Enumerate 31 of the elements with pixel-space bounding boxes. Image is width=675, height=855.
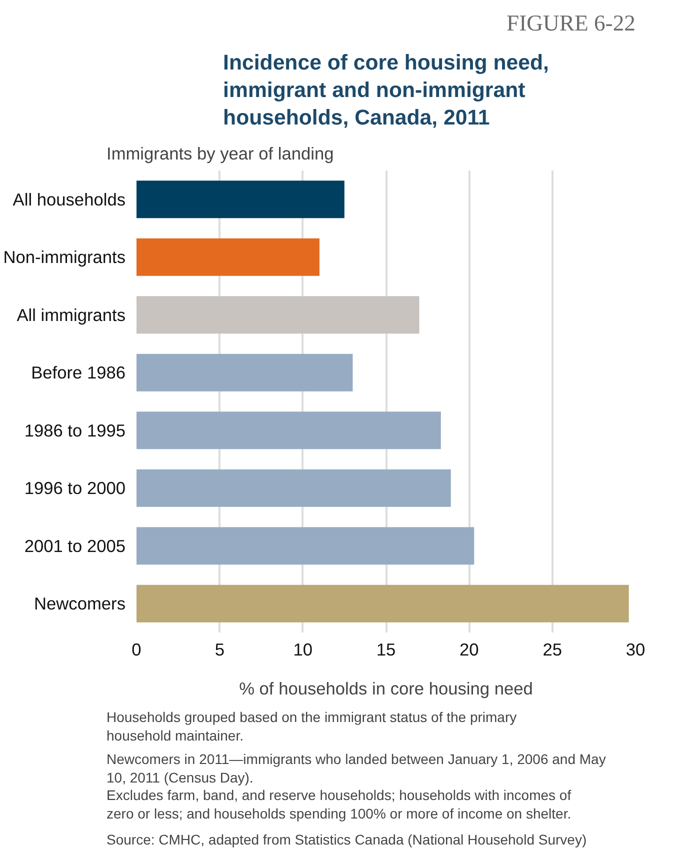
y-tick-label: 2001 to 2005 — [24, 536, 126, 556]
bar — [136, 584, 629, 622]
y-tick-label: 1996 to 2000 — [24, 478, 126, 498]
x-tick-label: 20 — [460, 640, 479, 660]
x-tick-label: 25 — [542, 640, 562, 660]
source-note: Source: CMHC, adapted from Statistics Canada (National Household Survey) — [106, 832, 587, 848]
text: Excludes farm, band, and reserve households; households with incomes of zero or less; and households spending 100% or more of income on shelter. — [106, 787, 572, 822]
y-tick-label: Newcomers — [34, 594, 126, 614]
x-tick-label: 30 — [626, 640, 646, 660]
x-axis-title: % of households in core housing need — [239, 678, 533, 698]
y-tick-label: All households — [12, 189, 126, 210]
y-axis-title: Immigrants by year of landing — [106, 144, 334, 164]
y-tick-label: Before 1986 — [31, 362, 126, 383]
x-tick-label: 5 — [214, 640, 224, 660]
bar — [136, 354, 353, 392]
bar — [136, 296, 420, 334]
text: Newcomers in 2011—immigrants who landed between January 1, 2006 and May 10, 2011 (Census Day). — [106, 751, 606, 786]
y-tick-label: Non-immigrants — [3, 247, 126, 268]
chart-title: Incidence of core housing need, immigrant and non-immigrant households, Canada, 2011 — [223, 50, 549, 130]
caption: FIGURE 6-22 — [506, 10, 636, 36]
bar — [136, 527, 474, 565]
x-tick-label: 0 — [132, 640, 142, 660]
y-tick-label: 1986 to 1995 — [24, 420, 126, 440]
y-tick-label: All immigrants — [16, 304, 126, 325]
text: Households grouped based on the immigrant status of the primary household maintainer. — [106, 709, 517, 744]
x-tick-label: 15 — [376, 640, 396, 660]
bar — [136, 412, 441, 450]
x-tick-label: 10 — [293, 640, 312, 660]
bar — [136, 469, 451, 507]
bar — [136, 180, 344, 218]
bar — [136, 238, 320, 276]
